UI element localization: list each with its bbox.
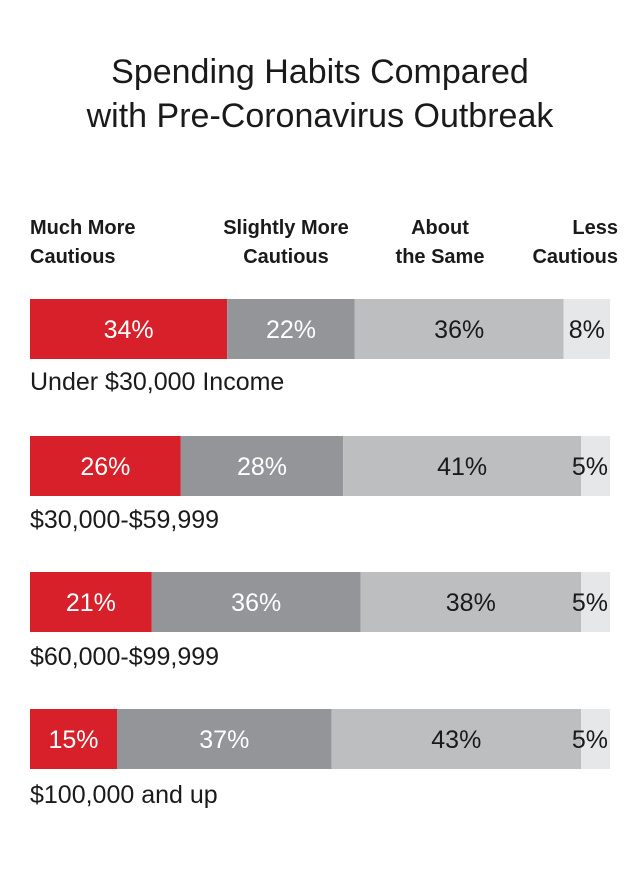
data-label-less-cautious: 5% [572,589,608,617]
data-label-slightly-more-cautious: 22% [266,316,316,344]
legend-label-line: Cautious [243,246,329,268]
legend-label-line: Cautious [532,246,618,268]
bar-segment-much-more-cautious [30,709,117,769]
data-label-slightly-more-cautious: 28% [237,453,287,481]
data-label-much-more-cautious: 26% [80,453,130,481]
category-label-under-30000: Under $30,000 Income [30,368,285,396]
legend-less-cautious: Less Cautious [532,214,618,272]
bar-segment-much-more-cautious [30,436,181,496]
category-label-30000-59999: $30,000-$59,999 [30,506,220,534]
chart-title-line-1: Spending Habits Compared [111,53,529,91]
bar-segment-slightly-more-cautious [227,299,355,359]
bar-segment-about-the-same [331,709,581,769]
data-label-less-cautious: 5% [572,726,608,754]
chart-title-line-2: with Pre-Coronavirus Outbreak [86,97,554,135]
bar-segment-slightly-more-cautious [117,709,332,769]
bar-segment-less-cautious [563,299,610,359]
legend-label-line: Cautious [30,246,116,268]
data-label-much-more-cautious: 21% [66,589,116,617]
data-label-less-cautious: 5% [572,453,608,481]
bar-segment-slightly-more-cautious [151,572,361,632]
chart-title: Spending Habits Compared with Pre-Corona… [0,50,640,138]
legend-label-line: Slightly More [223,217,349,239]
data-label-about-the-same: 38% [446,589,496,617]
data-label-about-the-same: 41% [437,453,487,481]
bar-segment-less-cautious [581,709,610,769]
bar-segment-about-the-same [343,436,581,496]
category-label-60000-99999: $60,000-$99,999 [30,643,220,671]
bar-segment-about-the-same [360,572,581,632]
bar-segment-about-the-same [354,299,564,359]
legend-label-line: Less [572,217,618,239]
legend-much-more-cautious: Much More Cautious [30,214,136,272]
bar-segment-less-cautious [581,436,610,496]
legend-label-line: About [411,217,469,239]
data-label-much-more-cautious: 15% [48,726,98,754]
data-label-much-more-cautious: 34% [104,316,154,344]
data-label-about-the-same: 36% [434,316,484,344]
bar-segment-much-more-cautious [30,572,152,632]
data-label-less-cautious: 8% [569,316,605,344]
bar-segment-less-cautious [581,572,610,632]
bar-segment-slightly-more-cautious [180,436,344,496]
data-label-slightly-more-cautious: 36% [231,589,281,617]
legend-label-line: Much More [30,217,136,239]
data-label-about-the-same: 43% [431,726,481,754]
legend-about-the-same: About the Same [370,214,510,272]
bar-segment-much-more-cautious [30,299,228,359]
legend-slightly-more-cautious: Slightly More Cautious [196,214,376,272]
data-label-slightly-more-cautious: 37% [199,726,249,754]
legend-label-line: the Same [395,246,485,268]
category-label-100000-up: $100,000 and up [30,781,218,809]
